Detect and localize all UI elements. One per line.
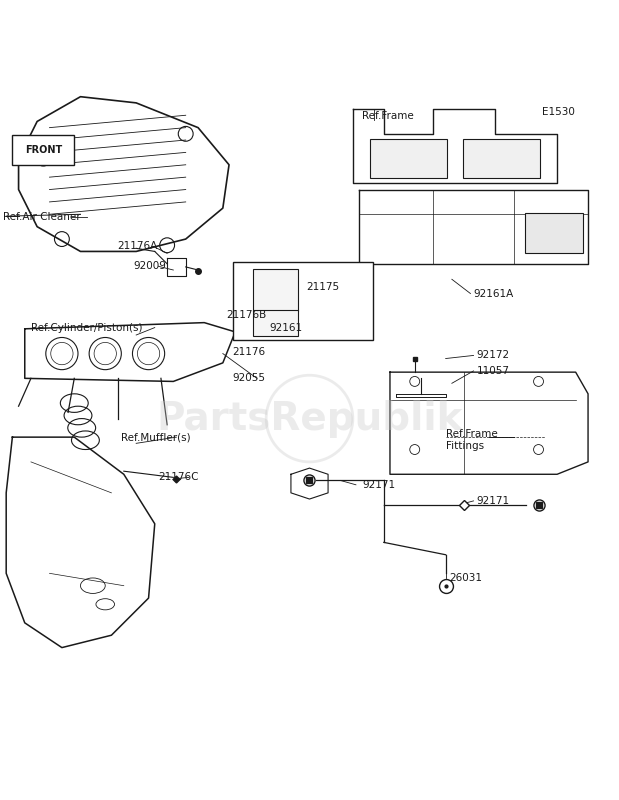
Text: 92171: 92171 (362, 480, 396, 490)
FancyBboxPatch shape (525, 213, 583, 253)
FancyBboxPatch shape (253, 269, 298, 311)
Text: 21176: 21176 (232, 346, 266, 357)
Text: Ref.Frame
Fittings: Ref.Frame Fittings (446, 430, 498, 451)
Text: 92161A: 92161A (474, 289, 514, 298)
Text: 21176B: 21176B (226, 310, 266, 319)
FancyBboxPatch shape (253, 310, 298, 336)
Text: 92172: 92172 (477, 350, 510, 361)
Text: 11057: 11057 (477, 366, 509, 376)
Text: 21176A: 21176A (118, 242, 158, 251)
Text: 92161: 92161 (269, 323, 303, 333)
FancyBboxPatch shape (12, 135, 74, 165)
Text: 92171: 92171 (477, 496, 510, 506)
Text: Ref.Cylinder/Piston(s): Ref.Cylinder/Piston(s) (31, 322, 142, 333)
Text: 26031: 26031 (449, 573, 482, 582)
FancyBboxPatch shape (463, 138, 540, 178)
Text: 21176C: 21176C (158, 472, 198, 482)
Text: FRONT: FRONT (25, 145, 62, 155)
FancyBboxPatch shape (233, 262, 373, 340)
Text: Ref.Muffler(s): Ref.Muffler(s) (121, 432, 190, 442)
FancyBboxPatch shape (370, 138, 447, 178)
Text: PartsRepublik: PartsRepublik (157, 399, 462, 438)
Text: E1530: E1530 (542, 107, 574, 117)
Text: Ref.Frame: Ref.Frame (362, 111, 414, 122)
Text: 92055: 92055 (232, 374, 265, 383)
Text: Ref.Air Cleaner: Ref.Air Cleaner (3, 212, 80, 222)
Text: 92009: 92009 (133, 262, 166, 271)
Text: 21175: 21175 (306, 282, 340, 292)
